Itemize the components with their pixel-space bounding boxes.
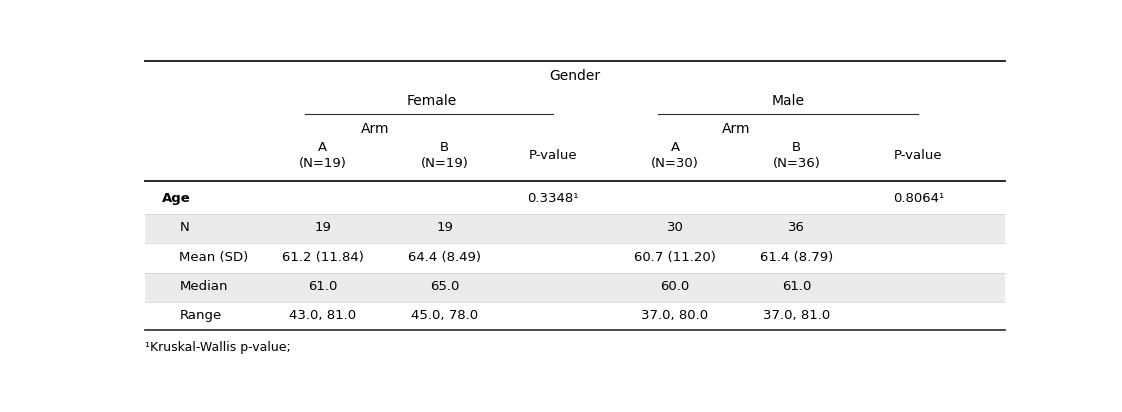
- Text: 0.3348¹: 0.3348¹: [527, 192, 579, 205]
- Text: 61.0: 61.0: [782, 280, 811, 293]
- Text: 37.0, 81.0: 37.0, 81.0: [763, 309, 830, 323]
- Text: N: N: [180, 221, 190, 234]
- Text: 60.0: 60.0: [661, 280, 690, 293]
- Text: Arm: Arm: [361, 122, 389, 136]
- Text: Gender: Gender: [550, 69, 600, 83]
- Text: P-value: P-value: [894, 149, 942, 162]
- Text: B
(N=36): B (N=36): [773, 141, 820, 170]
- Text: 64.4 (8.49): 64.4 (8.49): [408, 251, 481, 264]
- Text: 60.7 (11.20): 60.7 (11.20): [634, 251, 716, 264]
- Text: Median: Median: [180, 280, 228, 293]
- Text: 19: 19: [436, 221, 453, 234]
- Text: Mean (SD): Mean (SD): [180, 251, 249, 264]
- Text: 61.0: 61.0: [309, 280, 338, 293]
- Text: B
(N=19): B (N=19): [421, 141, 469, 170]
- Text: ¹Kruskal-Wallis p-value;: ¹Kruskal-Wallis p-value;: [145, 341, 291, 354]
- Text: Age: Age: [162, 192, 191, 205]
- Text: 65.0: 65.0: [430, 280, 459, 293]
- Text: 0.8064¹: 0.8064¹: [893, 192, 944, 205]
- Text: Arm: Arm: [721, 122, 751, 136]
- Text: 61.2 (11.84): 61.2 (11.84): [282, 251, 364, 264]
- Text: 37.0, 80.0: 37.0, 80.0: [642, 309, 709, 323]
- Text: Female: Female: [406, 94, 457, 108]
- Text: P-value: P-value: [528, 149, 578, 162]
- Text: 43.0, 81.0: 43.0, 81.0: [289, 309, 357, 323]
- Text: A
(N=30): A (N=30): [651, 141, 699, 170]
- Text: 30: 30: [666, 221, 683, 234]
- Text: 61.4 (8.79): 61.4 (8.79): [760, 251, 834, 264]
- Text: 19: 19: [314, 221, 331, 234]
- Text: Range: Range: [180, 309, 222, 323]
- Bar: [145, 214, 1005, 243]
- Bar: [145, 273, 1005, 302]
- Text: 45.0, 78.0: 45.0, 78.0: [411, 309, 478, 323]
- Text: 36: 36: [789, 221, 806, 234]
- Text: A
(N=19): A (N=19): [298, 141, 347, 170]
- Text: Male: Male: [772, 94, 804, 108]
